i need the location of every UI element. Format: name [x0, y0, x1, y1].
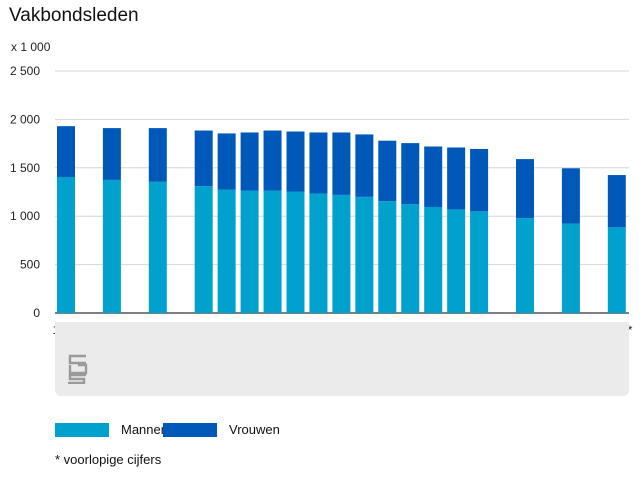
legend-label-vrouwen: Vrouwen	[229, 422, 280, 437]
y-tick-label: 500	[20, 258, 40, 272]
bar-mannen-2006	[217, 189, 236, 313]
legend-swatch-mannen	[55, 423, 109, 437]
footnote: * voorlopige cijfers	[55, 452, 162, 467]
bar-vrouwen-2015	[424, 146, 443, 208]
bar-mannen-2012	[355, 196, 374, 313]
bar-vrouwen-2006	[217, 133, 236, 190]
bars	[57, 126, 626, 313]
bar-vrouwen-2013	[378, 140, 397, 202]
bar-mannen-2011	[332, 194, 351, 313]
y-axis-tick-labels: 0 500 1 000 1 500 2 000 2 500	[10, 64, 40, 320]
legend-label-mannen: Mannen	[121, 422, 168, 437]
bar-mannen-2021	[561, 223, 580, 313]
bar-vrouwen-2012	[355, 134, 374, 197]
y-tick-label: 1 000	[10, 209, 40, 223]
bar-mannen-2005	[194, 186, 213, 313]
legend-swatch-vrouwen	[163, 423, 217, 437]
bar-vrouwen-1999	[57, 126, 75, 177]
y-tick-label: 1 500	[10, 161, 40, 175]
y-tick-label: 0	[33, 306, 40, 320]
bar-mannen-2017	[470, 211, 489, 313]
bar-vrouwen-2009	[286, 131, 305, 192]
bar-mannen-1999	[57, 176, 75, 313]
bar-mannen-2008	[263, 190, 282, 313]
bar-vrouwen-2017	[470, 148, 489, 212]
bar-mannen-2019	[516, 218, 534, 313]
bar-mannen-2015	[424, 207, 443, 313]
bar-vrouwen-2019	[516, 159, 534, 219]
bar-vrouwen-2003	[148, 128, 167, 182]
bar-vrouwen-2007	[240, 132, 259, 191]
unit-label: x 1 000	[11, 40, 51, 54]
cbs-logo-icon	[68, 354, 88, 384]
y-tick-label: 2 500	[10, 64, 40, 78]
bar-mannen-2010	[309, 193, 328, 313]
bar-vrouwen-2011	[332, 132, 351, 195]
bar-vrouwen-2008	[263, 130, 282, 191]
chart-title: Vakbondsleden	[9, 5, 139, 26]
bar-mannen-2001	[102, 179, 121, 313]
bar-vrouwen-2014	[401, 143, 420, 205]
bar-mannen-2023	[607, 227, 626, 313]
bar-mannen-2009	[286, 191, 305, 313]
logo-band	[55, 322, 629, 396]
bar-mannen-2014	[401, 204, 420, 313]
bar-mannen-2003	[148, 181, 167, 313]
bar-vrouwen-2023	[607, 175, 626, 228]
bar-vrouwen-2021	[561, 168, 580, 224]
bar-vrouwen-2005	[194, 130, 213, 187]
bar-mannen-2013	[378, 201, 397, 313]
bar-mannen-2007	[240, 190, 259, 313]
bar-vrouwen-2001	[102, 128, 121, 180]
bar-vrouwen-2010	[309, 132, 328, 194]
bar-mannen-2016	[447, 209, 466, 313]
y-tick-label: 2 000	[10, 112, 40, 126]
bar-vrouwen-2016	[447, 147, 466, 210]
